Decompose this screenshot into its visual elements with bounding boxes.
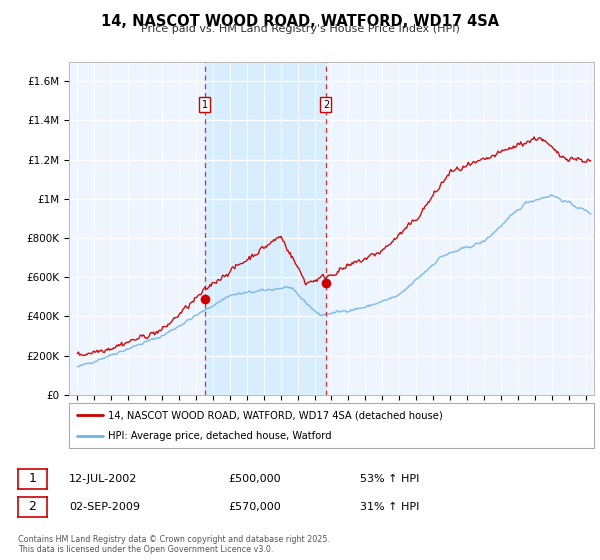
Text: 1: 1 [28,472,37,486]
Text: 1: 1 [202,100,208,110]
Text: Price paid vs. HM Land Registry's House Price Index (HPI): Price paid vs. HM Land Registry's House … [140,24,460,34]
Text: £570,000: £570,000 [228,502,281,512]
Text: 31% ↑ HPI: 31% ↑ HPI [360,502,419,512]
Text: 2: 2 [28,500,37,514]
Bar [205,62,326,395]
Text: HPI: Average price, detached house, Watford: HPI: Average price, detached house, Watf… [109,431,332,441]
Text: 12-JUL-2002: 12-JUL-2002 [69,474,137,484]
Text: 14, NASCOT WOOD ROAD, WATFORD, WD17 4SA (detached house): 14, NASCOT WOOD ROAD, WATFORD, WD17 4SA … [109,410,443,421]
Text: 14, NASCOT WOOD ROAD, WATFORD, WD17 4SA: 14, NASCOT WOOD ROAD, WATFORD, WD17 4SA [101,14,499,29]
Text: Contains HM Land Registry data © Crown copyright and database right 2025.
This d: Contains HM Land Registry data © Crown c… [18,535,330,554]
Text: 2: 2 [323,100,329,110]
Text: £500,000: £500,000 [228,474,281,484]
Text: 02-SEP-2009: 02-SEP-2009 [69,502,140,512]
Text: 53% ↑ HPI: 53% ↑ HPI [360,474,419,484]
